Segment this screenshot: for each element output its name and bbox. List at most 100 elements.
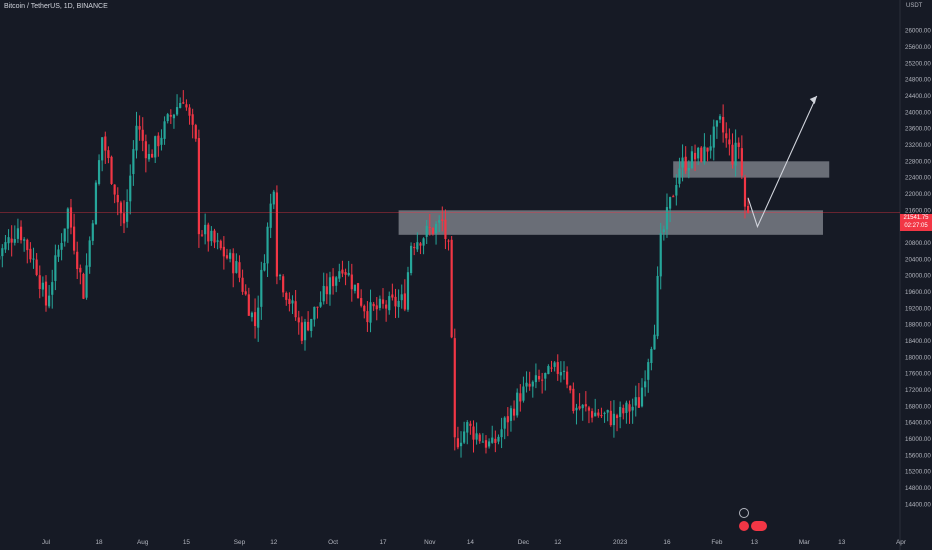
candle-body — [697, 147, 700, 159]
candle-body — [425, 225, 428, 237]
candle-body — [572, 388, 575, 412]
candle-body — [481, 441, 484, 443]
y-tick-label: 25200.00 — [905, 60, 931, 67]
candle-body — [101, 137, 104, 161]
candle-body — [316, 306, 319, 308]
candle-body — [547, 366, 550, 375]
candle-body — [650, 348, 653, 363]
projection-arrow — [747, 95, 818, 229]
candle-body — [584, 404, 587, 407]
candle-body — [394, 296, 397, 307]
x-tick-label: Aug — [137, 539, 149, 546]
candle-body — [444, 219, 447, 239]
y-tick-label: 21600.00 — [905, 207, 931, 214]
candle-body — [275, 192, 279, 277]
candle-body — [746, 205, 750, 213]
y-tick-label: 18800.00 — [905, 322, 931, 329]
candle-body — [10, 238, 13, 243]
candle-body — [72, 226, 76, 251]
candle-body — [4, 242, 7, 250]
candle-body — [459, 442, 463, 447]
candle-body — [668, 197, 672, 209]
x-tick-label: 13 — [751, 539, 759, 546]
y-tick-label: 23600.00 — [905, 126, 931, 133]
candle-body — [138, 126, 141, 130]
candle-body — [612, 413, 616, 426]
candle-body — [263, 263, 266, 271]
candle-body — [154, 136, 157, 158]
candle-body — [188, 107, 191, 116]
candle-body — [269, 203, 272, 228]
candle-body — [32, 258, 35, 260]
candle-body — [66, 208, 69, 229]
candle-body — [169, 114, 172, 117]
candle-body — [690, 151, 694, 169]
candle-body — [665, 207, 669, 230]
candle-body — [597, 412, 600, 416]
y-tick-label: 16000.00 — [905, 436, 931, 443]
y-tick-label: 23200.00 — [905, 142, 931, 149]
candle-body — [672, 196, 675, 198]
candle-body — [119, 202, 122, 214]
y-tick-label: 24800.00 — [905, 77, 931, 84]
candle-body — [319, 302, 322, 307]
candle-body — [322, 285, 325, 302]
y-tick-label: 22400.00 — [905, 175, 931, 182]
x-tick-label: Oct — [328, 539, 338, 546]
candle-body — [260, 269, 263, 307]
candle-body — [91, 223, 94, 241]
candle-body — [57, 249, 60, 257]
candle-body — [556, 362, 559, 374]
candle-body — [200, 234, 204, 236]
candle-body — [303, 321, 307, 341]
candle-body — [397, 300, 400, 308]
candle-body — [366, 311, 369, 323]
candle-body — [48, 295, 51, 307]
candle-body — [675, 185, 678, 196]
candle-body — [104, 136, 107, 151]
candle-body — [97, 160, 101, 184]
candle-body — [282, 276, 285, 293]
candle-body — [253, 312, 257, 327]
event-badge-icon[interactable] — [751, 521, 767, 531]
candle-body — [29, 248, 32, 260]
candle-body — [634, 397, 637, 406]
candle-body — [731, 144, 734, 165]
x-tick-label: 18 — [95, 539, 103, 546]
candle-body — [113, 184, 116, 195]
candle-body — [609, 410, 612, 426]
last-price-tag: 21541.75 02:27:05 — [900, 214, 932, 231]
candle-body — [728, 139, 731, 145]
candle-body — [519, 393, 522, 402]
candle-body — [163, 121, 166, 139]
candle-body — [241, 277, 244, 292]
candle-body — [347, 272, 350, 276]
candle-body — [456, 438, 459, 448]
x-tick-label: Sep — [234, 539, 246, 546]
candle-body — [644, 381, 647, 388]
candle-body — [506, 416, 509, 423]
candle-body — [619, 406, 622, 417]
candle-body — [144, 141, 147, 159]
candle-body — [734, 142, 737, 166]
candle-body — [537, 376, 541, 380]
candle-body — [122, 213, 126, 224]
candle-body — [310, 318, 313, 331]
y-tick-label: 15600.00 — [905, 452, 931, 459]
candle-body — [687, 168, 690, 171]
candle-body — [26, 239, 29, 251]
y-tick-label: 17200.00 — [905, 387, 931, 394]
earnings-icon[interactable] — [739, 521, 749, 531]
y-tick-label: 16400.00 — [905, 420, 931, 427]
candle-body — [225, 255, 229, 259]
y-tick-label: 20800.00 — [905, 240, 931, 247]
y-tick-label: 17600.00 — [905, 371, 931, 378]
candle-body — [656, 275, 659, 337]
candle-body — [659, 233, 662, 277]
y-tick-label: 22800.00 — [905, 158, 931, 165]
news-icon[interactable] — [739, 508, 749, 518]
candle-body — [559, 372, 562, 376]
candle-body — [531, 381, 534, 387]
zone-rect — [673, 161, 830, 178]
